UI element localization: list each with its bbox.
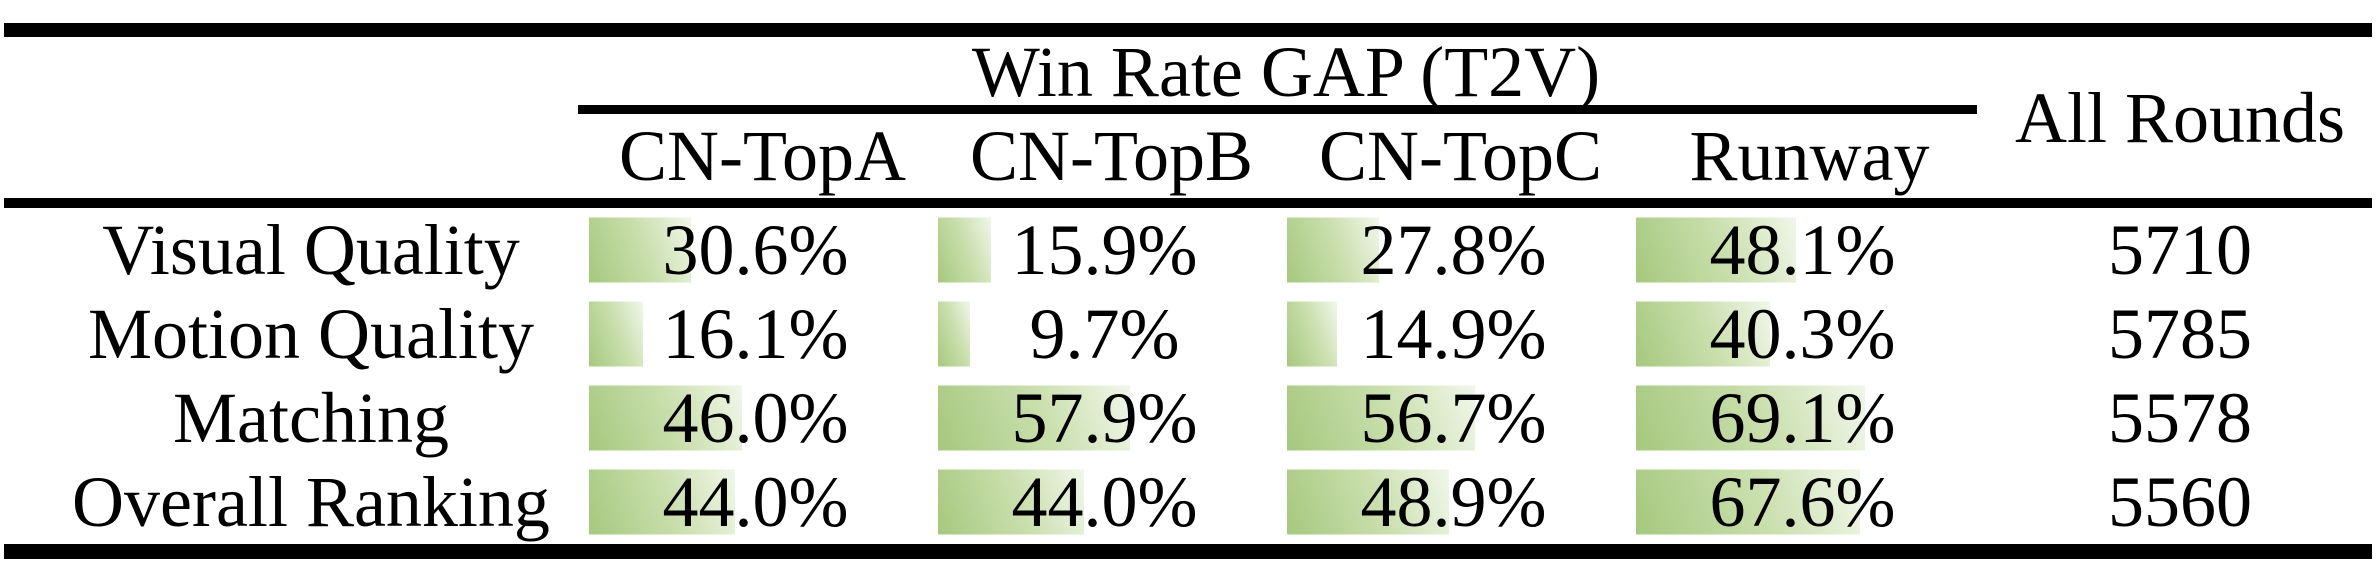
header-rule	[4, 198, 2372, 208]
winrate-value: 40.3%	[1709, 294, 1896, 374]
all-rounds-value: 5785	[2108, 294, 2252, 374]
column-header-cn-topb: CN-TopB	[970, 116, 1253, 196]
group-underline-rule	[578, 105, 1977, 114]
winrate-value: 48.1%	[1709, 210, 1896, 290]
winrate-cell: 27.8%	[1286, 208, 1635, 292]
winrate-bar	[1636, 217, 1796, 283]
winrate-cell: 46.0%	[588, 376, 937, 460]
winrate-bar	[938, 217, 991, 283]
winrate-bar	[589, 385, 742, 451]
column-header-cn-topc: CN-TopC	[1319, 116, 1602, 196]
table-row: Matching 46.0% 57.9% 56.7% 69.1% 5578	[0, 376, 2376, 460]
winrate-bar	[938, 469, 1085, 535]
winrate-value: 48.9%	[1360, 462, 1547, 542]
table-row: Visual Quality 30.6% 15.9% 27.8% 48.1% 5…	[0, 208, 2376, 292]
column-headers: CN-TopA CN-TopB CN-TopC Runway	[588, 114, 1984, 198]
winrate-cell: 48.9%	[1286, 460, 1635, 544]
winrate-cell: 48.1%	[1635, 208, 1984, 292]
winrate-value: 46.0%	[662, 378, 849, 458]
winrate-cell: 67.6%	[1635, 460, 1984, 544]
winrate-bar	[1287, 469, 1450, 535]
winrate-bar	[1287, 217, 1380, 283]
top-rule	[4, 23, 2372, 37]
winrate-bar	[589, 301, 643, 367]
table-row: Motion Quality 16.1% 9.7% 14.9% 40.3% 57…	[0, 292, 2376, 376]
row-label: Motion Quality	[88, 294, 534, 374]
winrate-bar	[1636, 301, 1770, 367]
winrate-value: 69.1%	[1709, 378, 1896, 458]
winrate-cell: 69.1%	[1635, 376, 1984, 460]
winrate-bar	[589, 217, 691, 283]
winrate-bar	[1636, 385, 1866, 451]
winrate-cell: 57.9%	[937, 376, 1286, 460]
all-rounds-value: 5710	[2108, 210, 2252, 290]
winrate-value: 44.0%	[1011, 462, 1198, 542]
winrate-cell: 14.9%	[1286, 292, 1635, 376]
table-body: Visual Quality 30.6% 15.9% 27.8% 48.1% 5…	[0, 208, 2376, 544]
winrate-value: 27.8%	[1360, 210, 1547, 290]
winrate-value: 30.6%	[662, 210, 849, 290]
all-rounds-header: All Rounds	[2014, 77, 2346, 158]
table-row: Overall Ranking 44.0% 44.0% 48.9% 67.6% …	[0, 460, 2376, 544]
winrate-value: 57.9%	[1011, 378, 1198, 458]
winrate-cell: 44.0%	[937, 460, 1286, 544]
winrate-bar	[589, 469, 736, 535]
winrate-value: 15.9%	[1011, 210, 1198, 290]
winrate-cell: 15.9%	[937, 208, 1286, 292]
all-rounds-value: 5560	[2108, 462, 2252, 542]
winrate-value: 9.7%	[1029, 294, 1180, 374]
winrate-bar	[938, 385, 1131, 451]
row-label: Visual Quality	[102, 210, 520, 290]
winrate-cell: 40.3%	[1635, 292, 1984, 376]
winrate-value: 56.7%	[1360, 378, 1547, 458]
column-header-runway: Runway	[1689, 116, 1930, 196]
column-header-cn-topa: CN-TopA	[619, 116, 906, 196]
winrate-cell: 30.6%	[588, 208, 937, 292]
winrate-cell: 56.7%	[1286, 376, 1635, 460]
bottom-rule	[4, 544, 2372, 559]
winrate-cell: 9.7%	[937, 292, 1286, 376]
table-header: Win Rate GAP (T2V) CN-TopA CN-TopB CN-To…	[0, 32, 2376, 198]
row-label: Overall Ranking	[72, 462, 550, 542]
group-header: Win Rate GAP (T2V)	[971, 32, 1601, 112]
winrate-cell: 44.0%	[588, 460, 937, 544]
winrate-bar	[1636, 469, 1861, 535]
winrate-bar	[938, 301, 971, 367]
winrate-cell: 16.1%	[588, 292, 937, 376]
winrate-value: 14.9%	[1360, 294, 1547, 374]
winrate-value: 44.0%	[662, 462, 849, 542]
winrate-bar	[1287, 385, 1476, 451]
all-rounds-value: 5578	[2108, 378, 2252, 458]
winrate-bar	[1287, 301, 1337, 367]
row-label: Matching	[173, 378, 449, 458]
winrate-value: 16.1%	[662, 294, 849, 374]
winrate-value: 67.6%	[1709, 462, 1896, 542]
